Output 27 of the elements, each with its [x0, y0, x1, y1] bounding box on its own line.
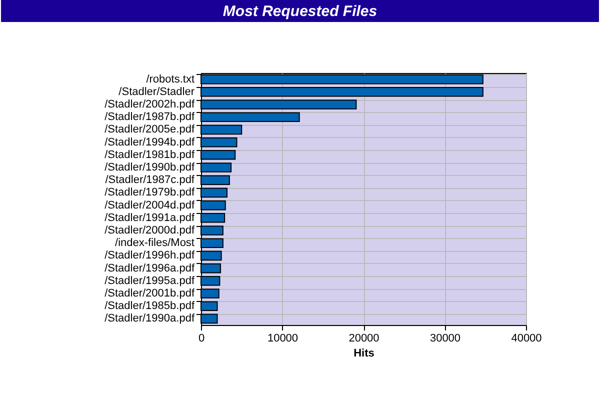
y-tick-label: /Stadler/1987c.pdf [105, 174, 196, 186]
chart-title: Most Requested Files [222, 3, 378, 20]
y-tick-label: /Stadler/1996a.pdf [104, 262, 196, 274]
x-tick-label: 0 [198, 332, 205, 344]
y-tick-label: /Stadler/2001b.pdf [104, 288, 196, 300]
y-tick-label: /Stadler/1985b.pdf [104, 300, 196, 312]
y-tick-label: /Stadler/2004d.pdf [104, 199, 196, 212]
y-tick-label: /Stadler/2002h.pdf [104, 98, 196, 110]
y-tick-label: /Stadler/1987b.pdf [104, 111, 196, 124]
y-tick-label: /Stadler/1991a.pdf [104, 212, 196, 224]
y-tick-label: /Stadler/2005e.pdf [104, 124, 196, 136]
y-tick-label: /Stadler/1981b.pdf [104, 148, 196, 161]
y-tick-label: /Stadler/1979b.pdf [104, 186, 196, 199]
x-axis-title: Hits [354, 348, 374, 360]
x-tick-label: 10000 [267, 332, 298, 344]
y-tick-label: /index-files/Most [115, 237, 194, 250]
y-tick-label: /Stadler/Stadler [118, 86, 195, 98]
y-tick-label: /robots.txt [146, 73, 194, 86]
y-tick-label: /Stadler/1990b.pdf [104, 162, 196, 174]
y-tick-label: /Stadler/1994b.pdf [104, 136, 196, 148]
x-tick-label: 30000 [430, 332, 461, 344]
y-tick-label: /Stadler/1990a.pdf [104, 312, 196, 325]
y-tick-label: /Stadler/1996h.pdf [104, 250, 196, 262]
x-tick-label: 40000 [511, 332, 542, 344]
x-tick-label: 20000 [348, 332, 380, 344]
y-tick-label: /Stadler/2000d.pdf [104, 224, 196, 236]
y-tick-label: /Stadler/1995a.pdf [104, 274, 196, 287]
